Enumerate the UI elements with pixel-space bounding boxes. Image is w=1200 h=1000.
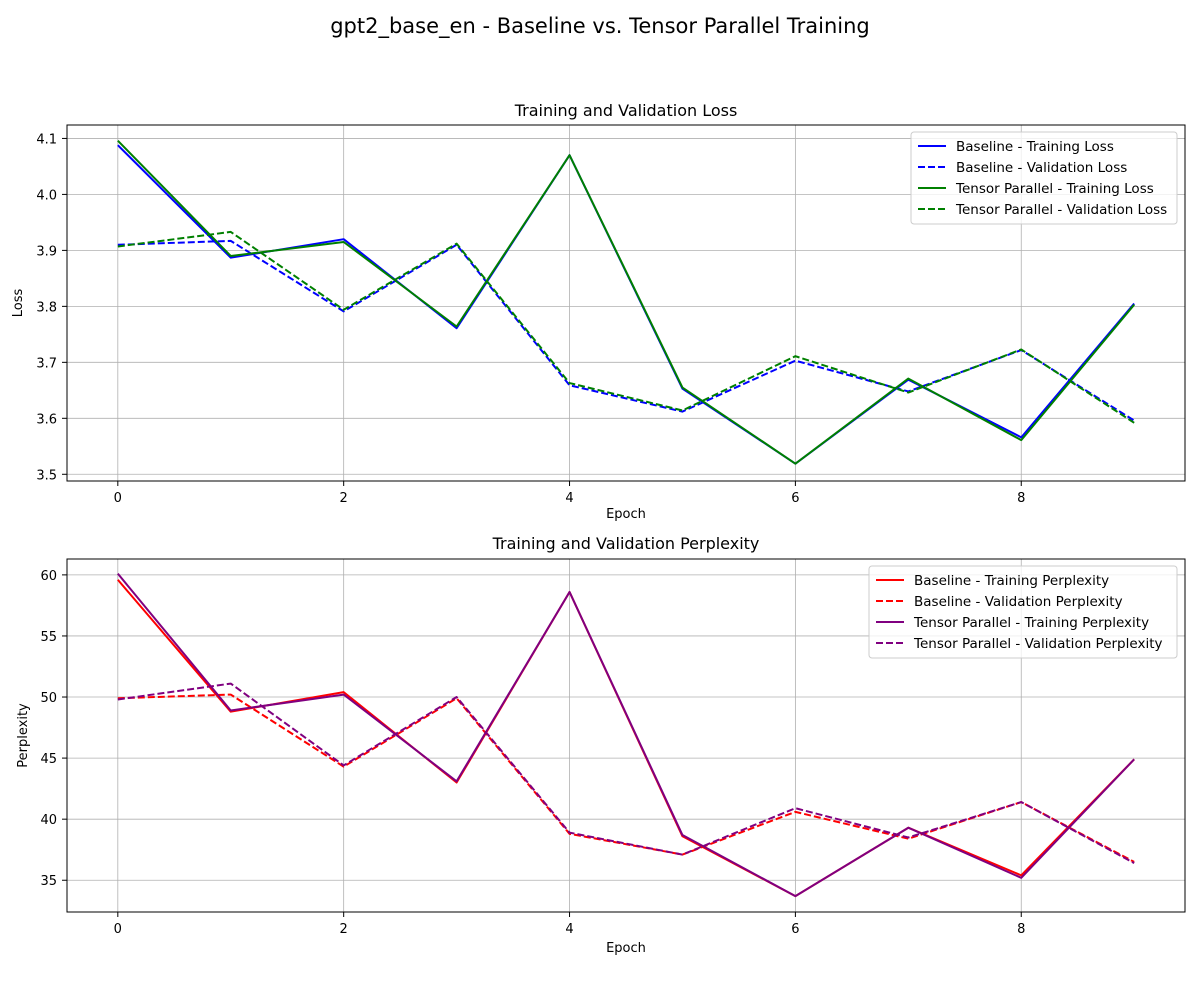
loss-subplot: 0 2 4 6 8 3.5 3.6 3.7 3.8 3.9 4.0 4.1 Training and V… bbox=[11, 101, 1186, 522]
x-tick-label: 4 bbox=[565, 922, 573, 937]
x-tick-label: 0 bbox=[114, 922, 122, 937]
legend-label-1: Baseline - Validation Perplexity bbox=[914, 594, 1123, 610]
x-tick-label: 8 bbox=[1017, 922, 1025, 937]
series-line-1 bbox=[117, 239, 1135, 422]
y-tick-label: 50 bbox=[40, 691, 57, 706]
y-tick-label: 3.7 bbox=[36, 356, 57, 371]
perplexity-subplot: 0 2 4 6 8 35 40 45 50 55 60 Training and Validation… bbox=[16, 534, 1186, 956]
y-tick-label: 40 bbox=[40, 813, 57, 828]
subplot-title: Training and Validation Perplexity bbox=[492, 534, 760, 553]
y-tick-label: 3.5 bbox=[36, 468, 57, 483]
legend-label-0: Baseline - Training Loss bbox=[956, 139, 1114, 155]
legend-label-1: Baseline - Validation Loss bbox=[956, 160, 1127, 176]
y-tick-label: 45 bbox=[40, 752, 57, 767]
legend-label-2: Tensor Parallel - Training Loss bbox=[955, 181, 1154, 197]
series-line-1 bbox=[117, 693, 1135, 863]
x-tick-label: 8 bbox=[1017, 491, 1025, 506]
y-tick-label: 3.6 bbox=[36, 412, 57, 427]
legend-label-0: Baseline - Training Perplexity bbox=[914, 573, 1109, 589]
x-tick-label: 2 bbox=[340, 922, 348, 937]
axes-frame bbox=[66, 124, 1186, 482]
y-axis-label: Perplexity bbox=[16, 703, 31, 768]
x-tick-label: 6 bbox=[791, 491, 799, 506]
series-line-2 bbox=[117, 573, 1135, 898]
subplot-title: Training and Validation Loss bbox=[514, 101, 738, 120]
axes-frame bbox=[66, 558, 1186, 913]
legend-box bbox=[910, 131, 1178, 225]
x-tick-label: 0 bbox=[114, 491, 122, 506]
figure-title: gpt2_base_en - Baseline vs. Tensor Paral… bbox=[330, 14, 870, 38]
y-tick-label: 3.9 bbox=[36, 244, 57, 259]
legend: Baseline - Training Loss Baseline - Valid… bbox=[910, 131, 1178, 225]
y-tick-label: 60 bbox=[40, 569, 57, 584]
x-axis-label: Epoch bbox=[606, 507, 646, 522]
series-line-3 bbox=[117, 230, 1135, 424]
y-axis-label: Loss bbox=[11, 289, 26, 318]
legend: Baseline - Training Perplexity Baseline -… bbox=[868, 565, 1178, 659]
x-tick-label: 4 bbox=[565, 491, 573, 506]
x-axis-label: Epoch bbox=[606, 941, 646, 956]
series-line-3 bbox=[117, 682, 1135, 865]
y-tick-label: 3.8 bbox=[36, 300, 57, 315]
legend-label-2: Tensor Parallel - Training Perplexity bbox=[913, 615, 1149, 631]
y-tick-label: 55 bbox=[40, 630, 57, 645]
y-tick-label: 4.1 bbox=[36, 132, 57, 147]
x-tick-label: 2 bbox=[340, 491, 348, 506]
legend-box bbox=[868, 565, 1178, 659]
y-tick-label: 4.0 bbox=[36, 188, 57, 203]
legend-label-3: Tensor Parallel - Validation Perplexity bbox=[913, 636, 1162, 652]
y-tick-label: 35 bbox=[40, 874, 57, 889]
x-tick-label: 6 bbox=[791, 922, 799, 937]
legend-label-3: Tensor Parallel - Validation Loss bbox=[955, 202, 1167, 218]
series-line-2 bbox=[117, 139, 1135, 465]
